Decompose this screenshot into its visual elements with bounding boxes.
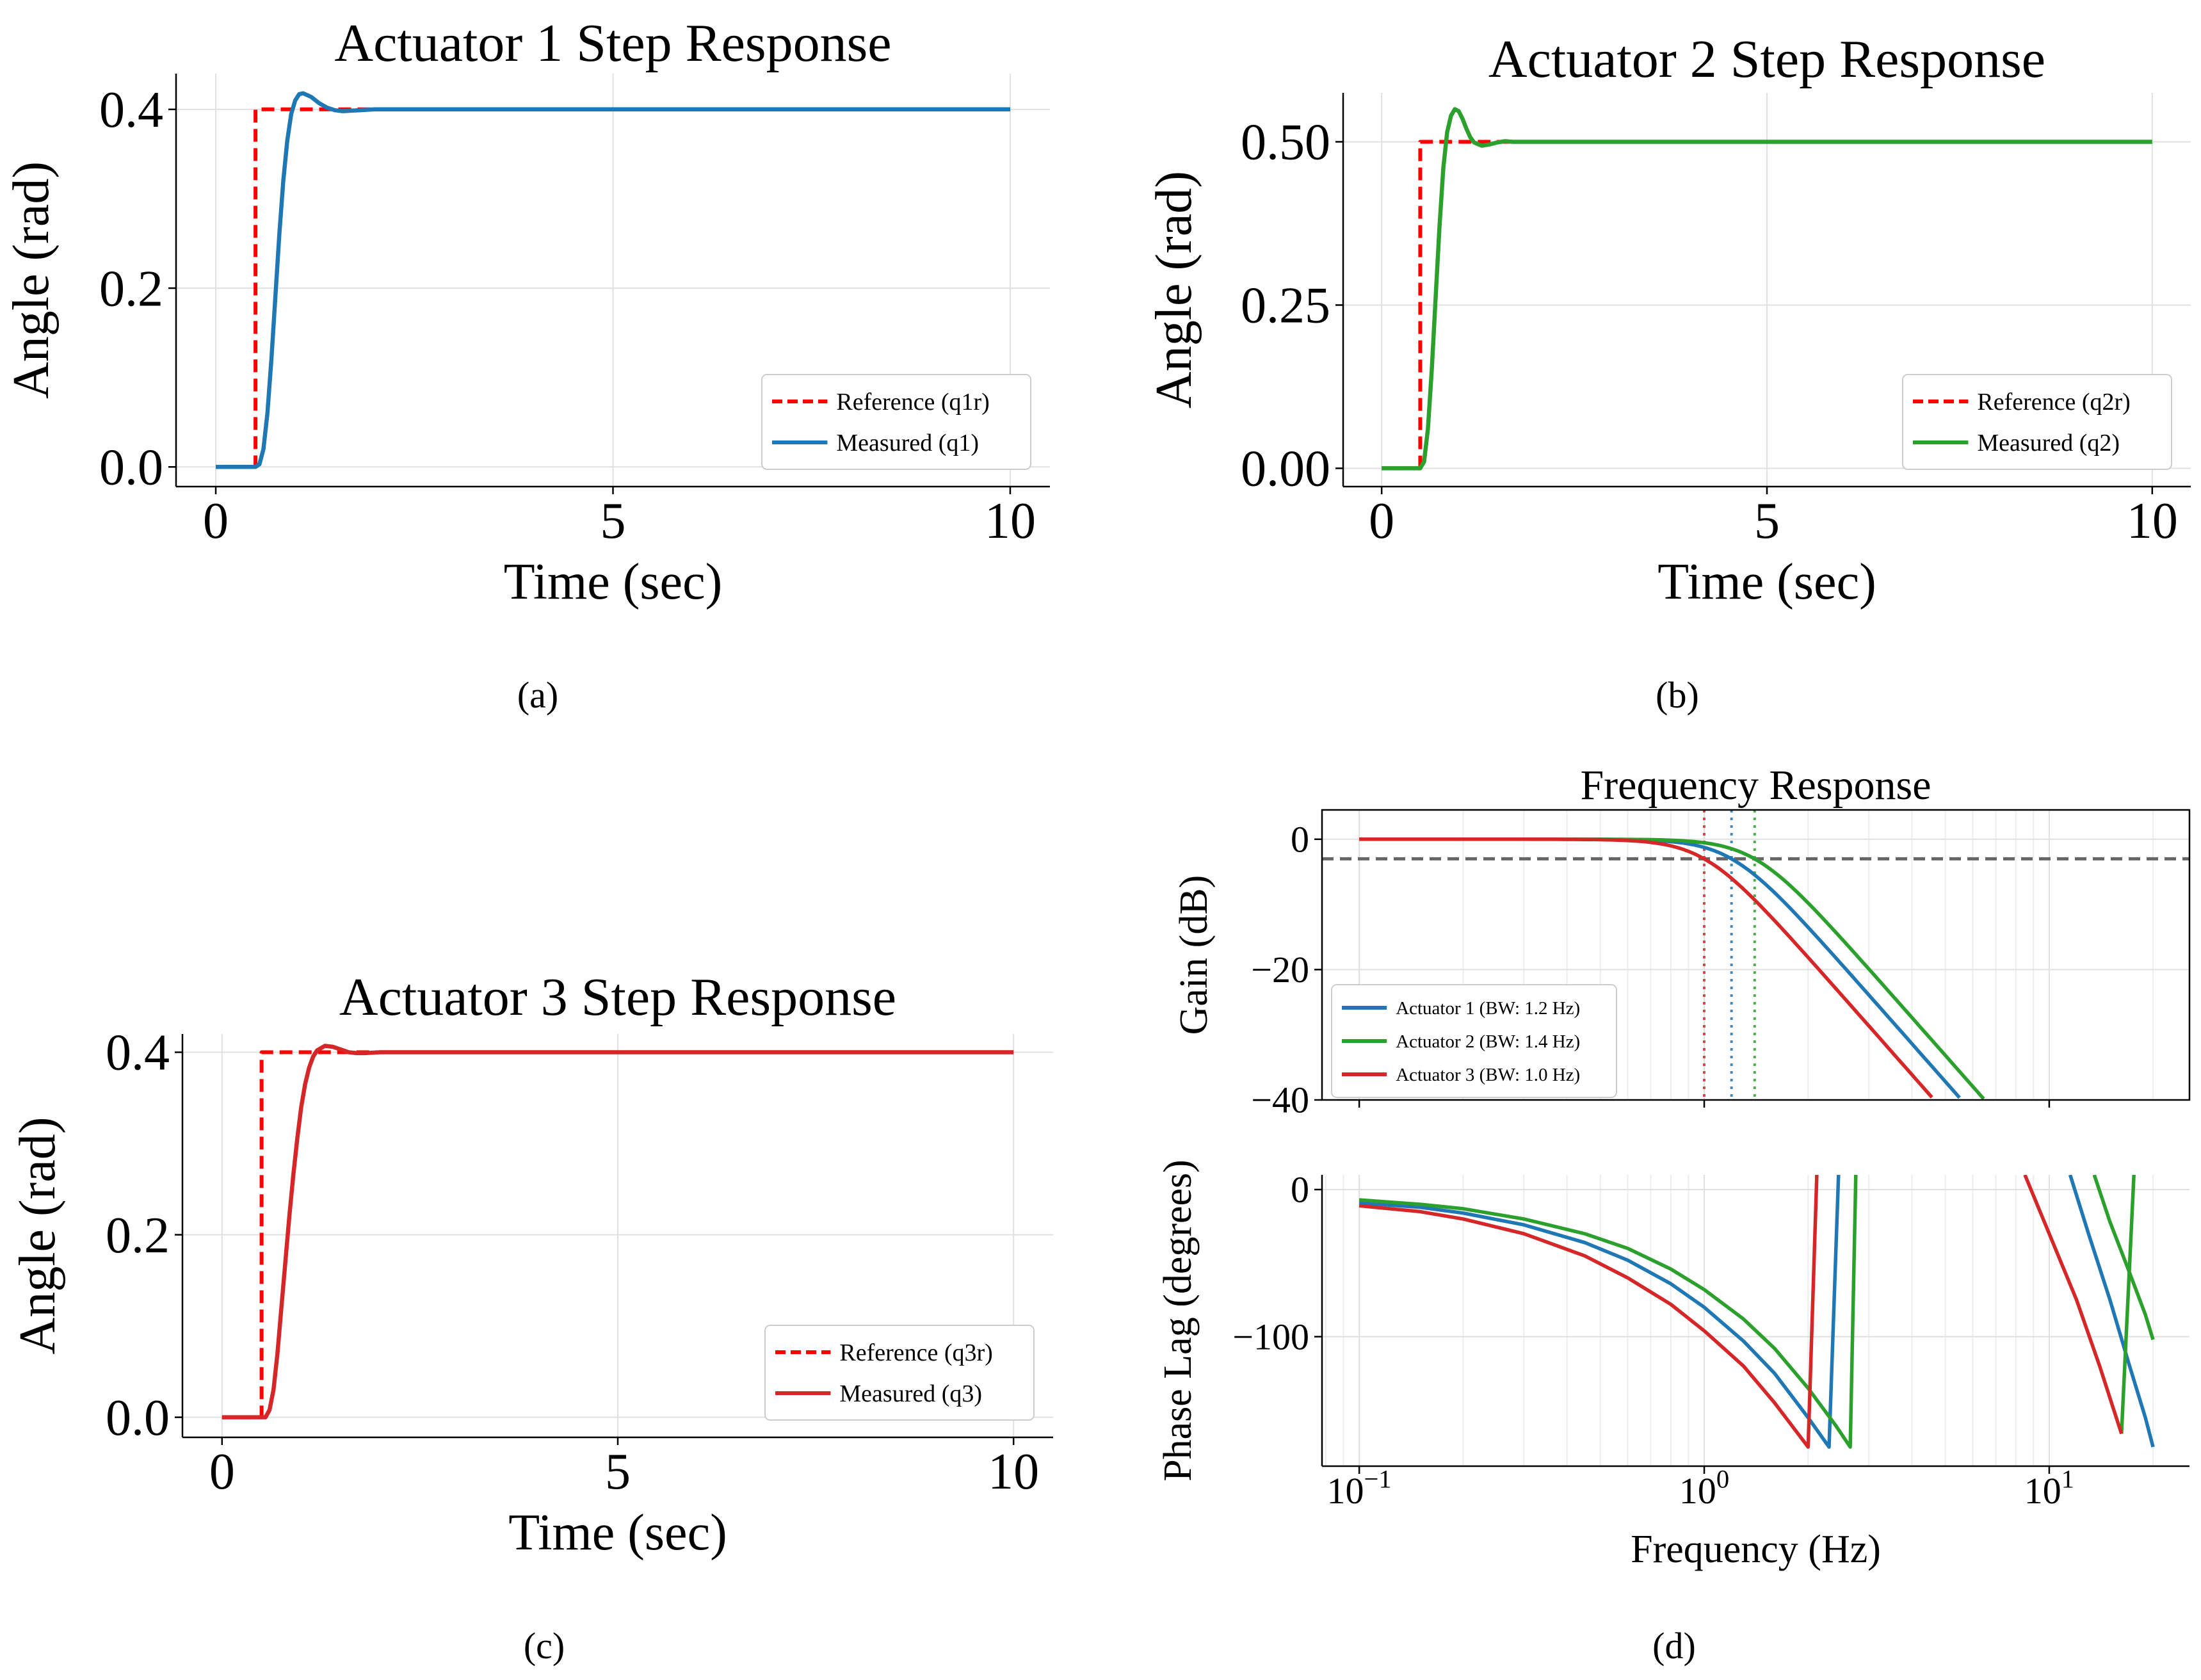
phase-curve [1358,1175,1841,1449]
y-tick-label: 0 [1291,1169,1309,1211]
x-tick-label: 10 [988,1444,1039,1500]
y-axis-label: Gain (dB) [1172,875,1216,1035]
y-axis-label: Angle (rad) [1146,171,1202,408]
x-tick-label: 0 [203,493,229,549]
y-axis-label: Angle (rad) [10,1117,66,1355]
legend-label: Actuator 3 (BW: 1.0 Hz) [1396,1065,1580,1085]
phase-curve [2092,1175,2155,1341]
x-tick-label: 10 [2127,493,2178,549]
x-tick-label: 101 [2024,1465,2074,1512]
x-tick-label: 10−1 [1327,1465,1392,1512]
x-axis-label: Time (sec) [1657,554,1876,610]
y-tick-label: 0 [1291,819,1309,860]
phase-curve [2023,1175,2124,1435]
legend-label: Actuator 2 (BW: 1.4 Hz) [1396,1031,1580,1052]
panel-d-gain-plot: 0 −20 −40 Frequency Response Gain (dB) Actuat… [1172,762,2191,1121]
panel-a-actuator-1-step-response: 0.0 0.2 0.4 0 5 10 Actuator 1 Step Response Tim… [3,13,1050,610]
phase-curves [1358,1175,2155,1449]
measured-line [222,1044,1014,1419]
legend-label: Measured (q2) [1977,430,2120,456]
y-tick-label: 0.25 [1241,278,1330,334]
x-tick-exponent: −1 [1364,1465,1392,1494]
chart-title: Actuator 1 Step Response [334,13,891,73]
legend-label: Reference (q3r) [839,1339,992,1366]
legend-label: Reference (q2r) [1977,389,2130,416]
y-tick-label: 0.4 [106,1025,170,1081]
x-axis-label: Time (sec) [504,554,722,610]
legend-label: Actuator 1 (BW: 1.2 Hz) [1396,998,1580,1019]
x-tick-label: 0 [209,1444,235,1500]
measured-line [1382,107,2152,471]
y-tick-label: −100 [1232,1316,1309,1357]
panel-c-actuator-3-step-response: 0.0 0.2 0.4 0 5 10 Actuator 3 Step Response Tim… [10,967,1053,1561]
caption-a: (a) [517,674,558,716]
y-tick-label: 0.2 [106,1208,170,1264]
chart-title: Actuator 2 Step Response [1488,29,2045,89]
chart-title: Actuator 3 Step Response [339,967,896,1027]
x-tick-label: 0 [1369,493,1394,549]
y-tick-label: −40 [1251,1079,1309,1121]
legend-label: Measured (q1) [836,430,979,456]
y-tick-label: 0.0 [99,439,163,496]
y-tick-label: −20 [1251,949,1309,990]
legend-box [1902,374,2172,470]
y-tick-label: 0.00 [1241,441,1330,497]
y-tick-label: 0.0 [106,1390,170,1446]
x-axis-label: Time (sec) [508,1505,727,1561]
x-tick-label: 100 [1679,1465,1729,1512]
legend-box [1331,984,1617,1098]
x-tick-label: 10 [985,493,1036,549]
legend-box [761,374,1031,470]
panel-b-actuator-2-step-response: 0.00 0.25 0.50 0 5 10 Actuator 2 Step Response… [1146,29,2191,610]
x-tick-exponent: 1 [2061,1465,2074,1494]
chart-title: Frequency Response [1580,762,1931,809]
phase-curve [2120,1175,2136,1434]
phase-curve [1358,1175,1858,1449]
y-axis-label: Angle (rad) [3,161,60,399]
measured-line [216,91,1010,469]
phase-curve [2068,1175,2155,1448]
caption-b: (b) [1656,674,1699,716]
x-axis-label: Frequency (Hz) [1631,1528,1881,1571]
x-tick-label: 5 [601,493,626,549]
legend-label: Reference (q1r) [836,389,989,416]
x-tick-label: 5 [605,1444,631,1500]
x-tick-label: 5 [1754,493,1780,549]
caption-c: (c) [524,1625,565,1667]
legend-label: Measured (q3) [839,1380,982,1407]
gain-curve [1359,837,1933,1099]
y-tick-label: 0.4 [99,82,163,138]
y-tick-label: 0.2 [99,261,163,317]
legend-box [764,1325,1035,1421]
caption-d: (d) [1652,1625,1696,1667]
y-tick-label: 0.50 [1241,115,1330,171]
phase-curve [1358,1175,1819,1449]
x-tick-exponent: 0 [1716,1465,1729,1494]
axes-frame [1321,809,2191,1101]
y-axis-label: Phase Lag (degrees) [1156,1159,1200,1482]
